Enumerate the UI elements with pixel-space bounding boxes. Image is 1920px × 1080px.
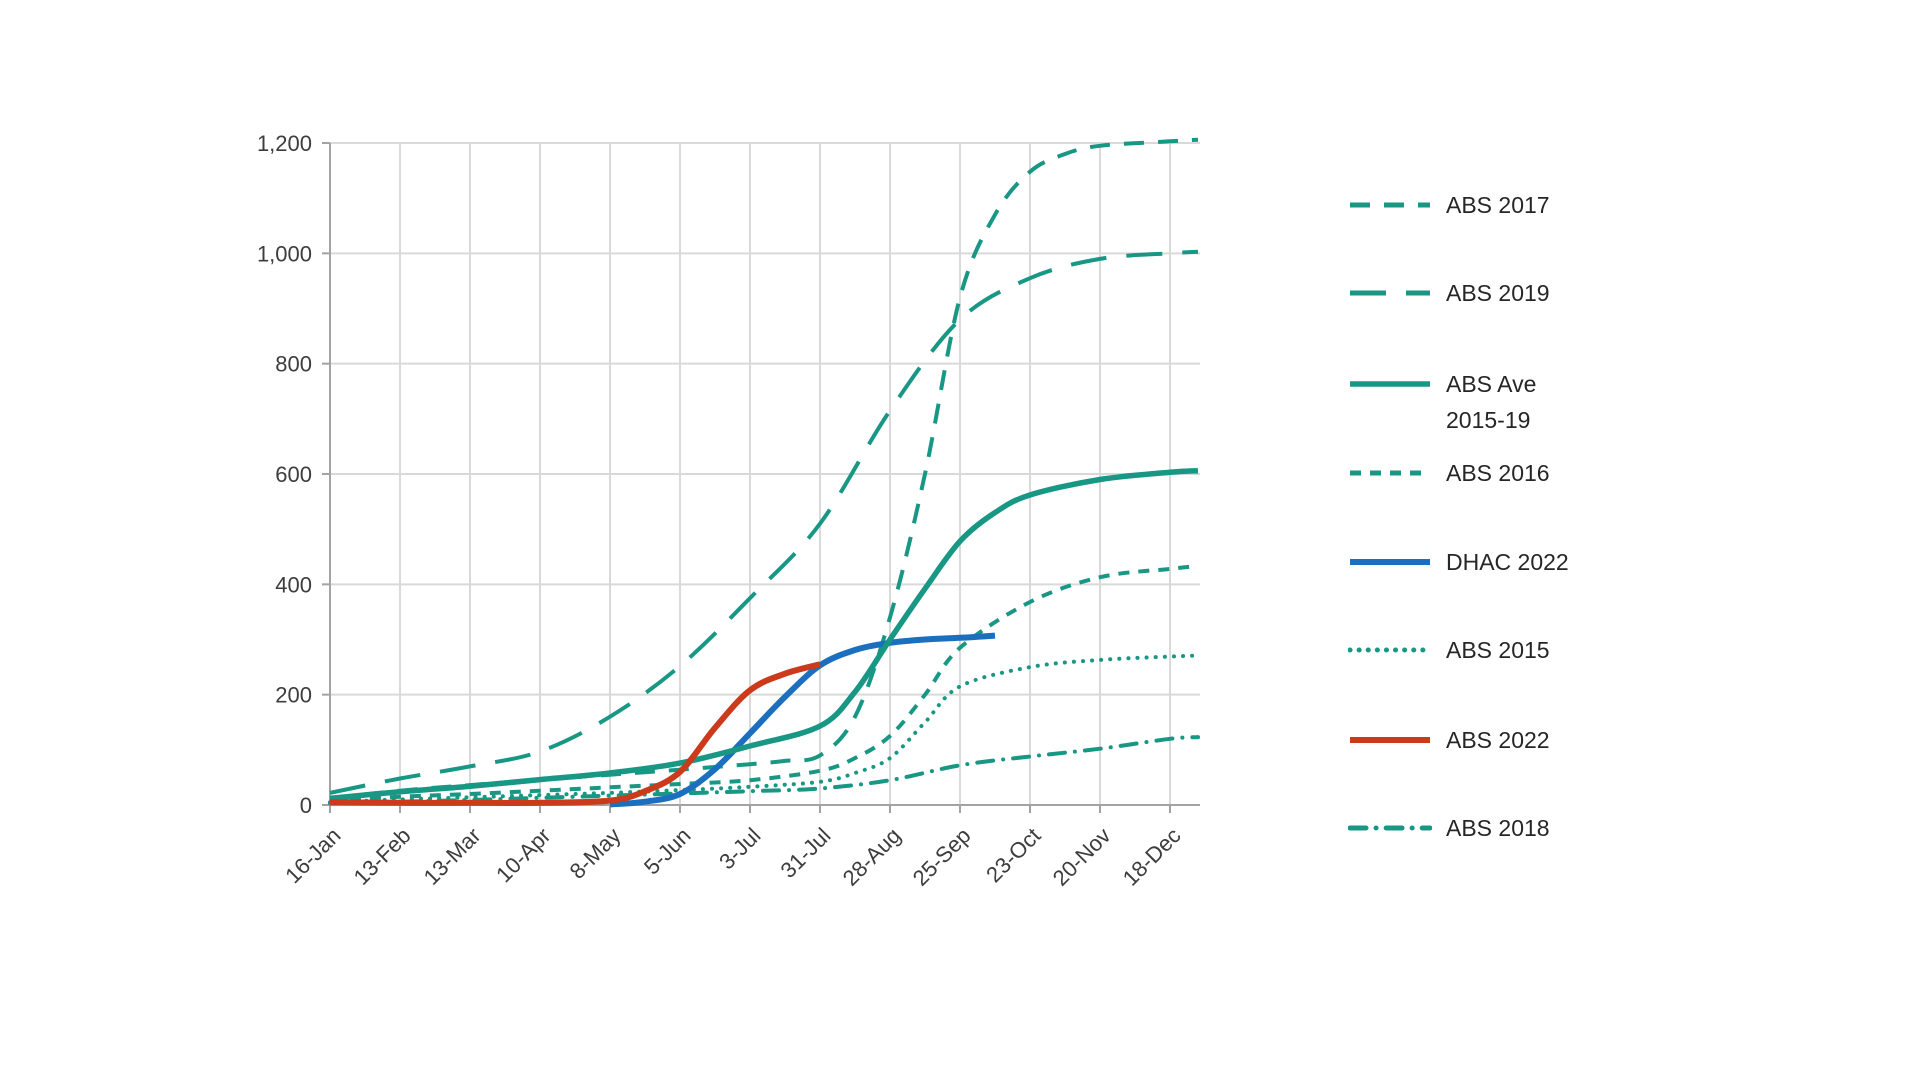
legend-item-dhac-2022: DHAC 2022 bbox=[1348, 544, 1569, 580]
y-tick-label: 200 bbox=[275, 683, 312, 708]
series-line-abs-ave-2015-19 bbox=[329, 467, 1199, 802]
legend-item-abs-ave-2015-19: ABS Ave 2015-19 bbox=[1348, 366, 1536, 438]
legend-item-abs-2015: ABS 2015 bbox=[1348, 632, 1550, 668]
series-line-dhac-2022 bbox=[609, 632, 996, 808]
x-tick-label: 28-Aug bbox=[838, 823, 906, 891]
y-tick-label: 1,000 bbox=[257, 241, 312, 266]
legend-marker-solid bbox=[1350, 381, 1430, 387]
y-tick-label: 800 bbox=[275, 352, 312, 377]
legend-item-abs-2019: ABS 2019 bbox=[1348, 275, 1550, 311]
legend-label: DHAC 2022 bbox=[1446, 549, 1569, 575]
legend-marker-dashed-medium bbox=[1350, 202, 1430, 208]
series-lines bbox=[328, 137, 1200, 808]
legend-marker-dotted bbox=[1348, 647, 1432, 653]
x-tick-label: 20-Nov bbox=[1048, 823, 1116, 891]
x-tick-label: 18-Dec bbox=[1118, 823, 1186, 891]
series-line-abs-2022 bbox=[329, 661, 821, 806]
x-tick-label: 31-Jul bbox=[775, 823, 835, 883]
legend-label: ABS 2017 bbox=[1446, 192, 1550, 218]
series-line-abs-2016 bbox=[329, 564, 1199, 803]
y-axis-labels: 0 200 400 600 800 1,000 1,200 bbox=[257, 131, 312, 818]
legend-marker-solid bbox=[1350, 559, 1430, 565]
y-tick-label: 400 bbox=[275, 572, 312, 597]
legend-marker-dashed-short bbox=[1350, 470, 1430, 476]
x-tick-label: 3-Jul bbox=[714, 823, 765, 874]
legend-marker-dashed-long bbox=[1350, 290, 1430, 296]
legend-item-abs-2022: ABS 2022 bbox=[1348, 722, 1550, 758]
legend-item-abs-2016: ABS 2016 bbox=[1348, 455, 1550, 491]
series-line-abs-2019 bbox=[329, 249, 1199, 795]
x-tick-label: 13-Mar bbox=[419, 823, 486, 890]
x-axis-labels: 16-Jan 13-Feb 13-Mar 10-Apr 8-May 5-Jun 3-Jul 3… bbox=[280, 823, 1185, 891]
legend-label: ABS 2022 bbox=[1446, 727, 1550, 753]
axes bbox=[322, 142, 1200, 813]
legend-marker-solid bbox=[1350, 737, 1430, 743]
x-tick-label: 13-Feb bbox=[349, 823, 416, 890]
x-tick-label: 5-Jun bbox=[639, 823, 696, 880]
y-tick-label: 600 bbox=[275, 462, 312, 487]
legend-item-abs-2017: ABS 2017 bbox=[1348, 187, 1550, 223]
y-tick-label: 0 bbox=[300, 793, 312, 818]
legend-item-abs-2018: ABS 2018 bbox=[1348, 810, 1550, 846]
y-tick-label: 1,200 bbox=[257, 131, 312, 156]
legend-label: ABS 2019 bbox=[1446, 280, 1550, 306]
legend-marker-dash-dot bbox=[1348, 825, 1432, 831]
x-tick-label: 25-Sep bbox=[908, 823, 976, 891]
series-line-abs-2017 bbox=[329, 137, 1199, 801]
x-tick-label: 23-Oct bbox=[981, 823, 1045, 887]
legend-label: ABS Ave 2015-19 bbox=[1446, 371, 1537, 433]
x-tick-label: 10-Apr bbox=[491, 823, 555, 887]
chart-legend: ABS 2017 ABS 2019 ABS Ave 2015-19 ABS 2016 D… bbox=[1348, 0, 1708, 1080]
gridlines bbox=[329, 142, 1200, 806]
x-tick-label: 8-May bbox=[565, 823, 626, 884]
legend-label: ABS 2018 bbox=[1446, 815, 1550, 841]
x-tick-label: 16-Jan bbox=[280, 823, 345, 888]
series-line-abs-2015 bbox=[328, 653, 1200, 805]
legend-label: ABS 2015 bbox=[1446, 637, 1550, 663]
legend-label: ABS 2016 bbox=[1446, 460, 1550, 486]
